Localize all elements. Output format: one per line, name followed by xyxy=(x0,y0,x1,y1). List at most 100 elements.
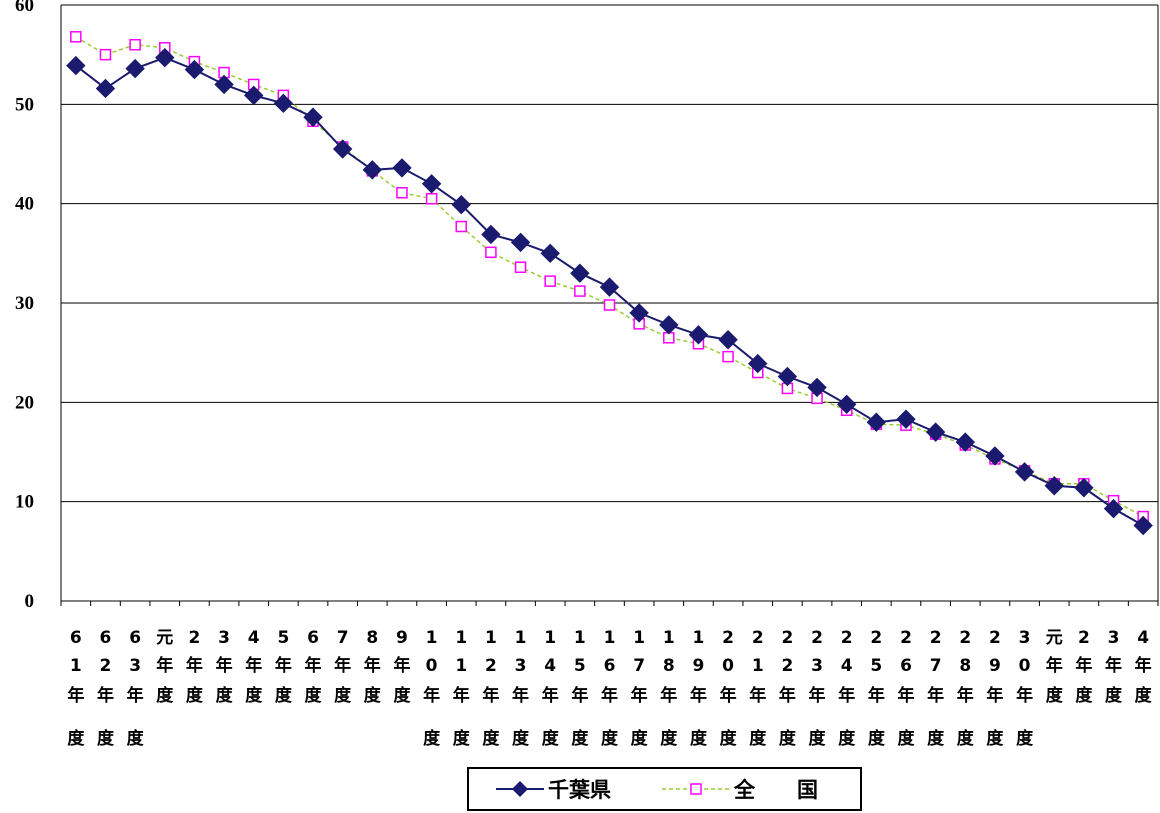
data-point xyxy=(1133,515,1153,536)
legend-item-series-0: 千葉県 xyxy=(496,778,611,802)
x-tick-char: 度 xyxy=(216,685,234,706)
data-point xyxy=(155,47,175,68)
x-tick-label: 2 9 年度 xyxy=(986,628,1004,749)
y-tick-label: 20 xyxy=(15,392,34,413)
x-tick-char: 度 xyxy=(364,685,382,706)
data-point xyxy=(807,377,827,398)
x-tick-char: 度 xyxy=(779,728,797,749)
x-tick-char: 1 xyxy=(485,628,497,648)
x-tick-char: 3 xyxy=(1108,628,1120,648)
data-point xyxy=(603,299,616,311)
y-tick-label: 40 xyxy=(15,194,34,215)
data-point xyxy=(455,220,468,233)
x-tick-char: 6 xyxy=(70,628,82,648)
data-point xyxy=(184,59,205,80)
x-tick-char: 度 xyxy=(571,728,589,749)
x-tick-char: 6 xyxy=(900,656,912,676)
data-point xyxy=(629,303,649,323)
x-tick-label: 2 0 年度 xyxy=(720,628,738,749)
x-tick-label: 3 年度 xyxy=(216,628,234,706)
x-tick-label: 4 年度 xyxy=(1135,628,1153,706)
data-point xyxy=(95,78,116,99)
x-tick-label: 6 2 年度 xyxy=(97,628,115,749)
x-tick-char: 2 xyxy=(722,628,734,648)
legend-label: 全 国 xyxy=(733,778,818,802)
x-tick-char: 度 xyxy=(1046,685,1064,706)
data-point xyxy=(540,243,560,264)
x-tick-char: 年 xyxy=(127,685,144,706)
x-tick-char: 2 xyxy=(900,628,912,648)
x-tick-label: 1 4 年度 xyxy=(542,628,560,749)
data-point xyxy=(1074,478,1094,498)
y-tick-label: 10 xyxy=(15,492,34,513)
legend: 千葉県 全 国 xyxy=(467,767,862,811)
x-tick-char: 4 xyxy=(1137,628,1149,648)
x-tick-char: 度 xyxy=(690,728,708,749)
x-tick-char: 年 xyxy=(453,685,470,706)
x-tick-char: 年 xyxy=(393,655,410,676)
data-point xyxy=(1103,498,1124,519)
series-group xyxy=(66,31,1153,536)
data-point xyxy=(244,85,264,106)
x-tick-char: 5 xyxy=(574,656,586,676)
x-tick-char: 4 xyxy=(248,628,260,648)
x-tick-char: 年 xyxy=(779,685,796,706)
x-tick-char: 度 xyxy=(868,728,886,749)
x-tick-char: 1 xyxy=(604,628,616,648)
x-tick-char: 1 xyxy=(633,628,645,648)
y-tick-label: 60 xyxy=(15,0,34,16)
x-tick-label: 1 1 年度 xyxy=(453,628,471,749)
x-tick-char: 2 xyxy=(989,628,1001,648)
data-point xyxy=(421,174,442,194)
data-point xyxy=(659,315,679,335)
x-tick-char: 年 xyxy=(749,685,766,706)
x-tick-label: 3 年度 xyxy=(1105,628,1123,706)
x-tick-char: 3 xyxy=(515,656,527,676)
x-tick-char: 1 xyxy=(574,628,586,648)
x-tick-char: 0 xyxy=(426,656,438,676)
x-tick-char: 年 xyxy=(364,655,381,676)
y-tick-label: 50 xyxy=(15,94,34,115)
x-tick-char: 度 xyxy=(423,728,441,749)
legend-label: 千葉県 xyxy=(548,778,611,802)
x-tick-label: 6 年度 xyxy=(305,628,323,706)
x-tick-char: 年 xyxy=(542,685,559,706)
x-tick-char: 度 xyxy=(660,728,678,749)
data-point xyxy=(99,48,112,61)
x-tick-char: 年 xyxy=(809,685,826,706)
x-tick-char: 2 xyxy=(959,628,971,648)
x-tick-char: 度 xyxy=(1135,685,1153,706)
legend-item-series-1: 全 国 xyxy=(662,778,818,802)
x-tick-label: 6 1 年度 xyxy=(67,628,85,749)
x-tick-char: 9 xyxy=(989,656,1001,676)
x-tick-char: 年 xyxy=(868,685,885,706)
x-tick-char: 度 xyxy=(986,728,1004,749)
x-tick-char: 年 xyxy=(305,655,322,676)
x-tick-char: 度 xyxy=(305,685,323,706)
x-tick-char: 1 xyxy=(515,628,527,648)
x-tick-char: 年 xyxy=(334,655,351,676)
x-tick-char: 年 xyxy=(1016,685,1033,706)
x-tick-char: 1 xyxy=(455,628,467,648)
x-tick-char: 年 xyxy=(156,655,173,676)
series-0 xyxy=(66,47,1153,536)
legend-marker xyxy=(512,781,528,797)
x-tick-char: 3 xyxy=(129,656,141,676)
data-point xyxy=(129,38,141,51)
x-tick-char: 年 xyxy=(897,685,914,706)
y-axis-ticks: 0 10 20 30 40 50 60 xyxy=(15,0,34,612)
x-tick-char: 度 xyxy=(512,728,530,749)
x-tick-label: 2 6 年度 xyxy=(897,628,915,749)
x-tick-label: 9 年度 xyxy=(393,628,411,706)
data-point xyxy=(544,275,556,287)
x-tick-char: 年 xyxy=(275,655,292,676)
x-tick-char: 5 xyxy=(870,656,882,676)
x-tick-label: 5 年度 xyxy=(275,628,293,706)
x-tick-char: 度 xyxy=(393,685,411,706)
x-tick-char: 2 xyxy=(781,656,793,676)
x-tick-char: 度 xyxy=(186,685,204,706)
data-point xyxy=(688,325,709,345)
x-tick-char: 2 xyxy=(1078,628,1090,648)
x-tick-char: 7 xyxy=(337,628,349,648)
x-tick-char: 8 xyxy=(366,628,378,648)
